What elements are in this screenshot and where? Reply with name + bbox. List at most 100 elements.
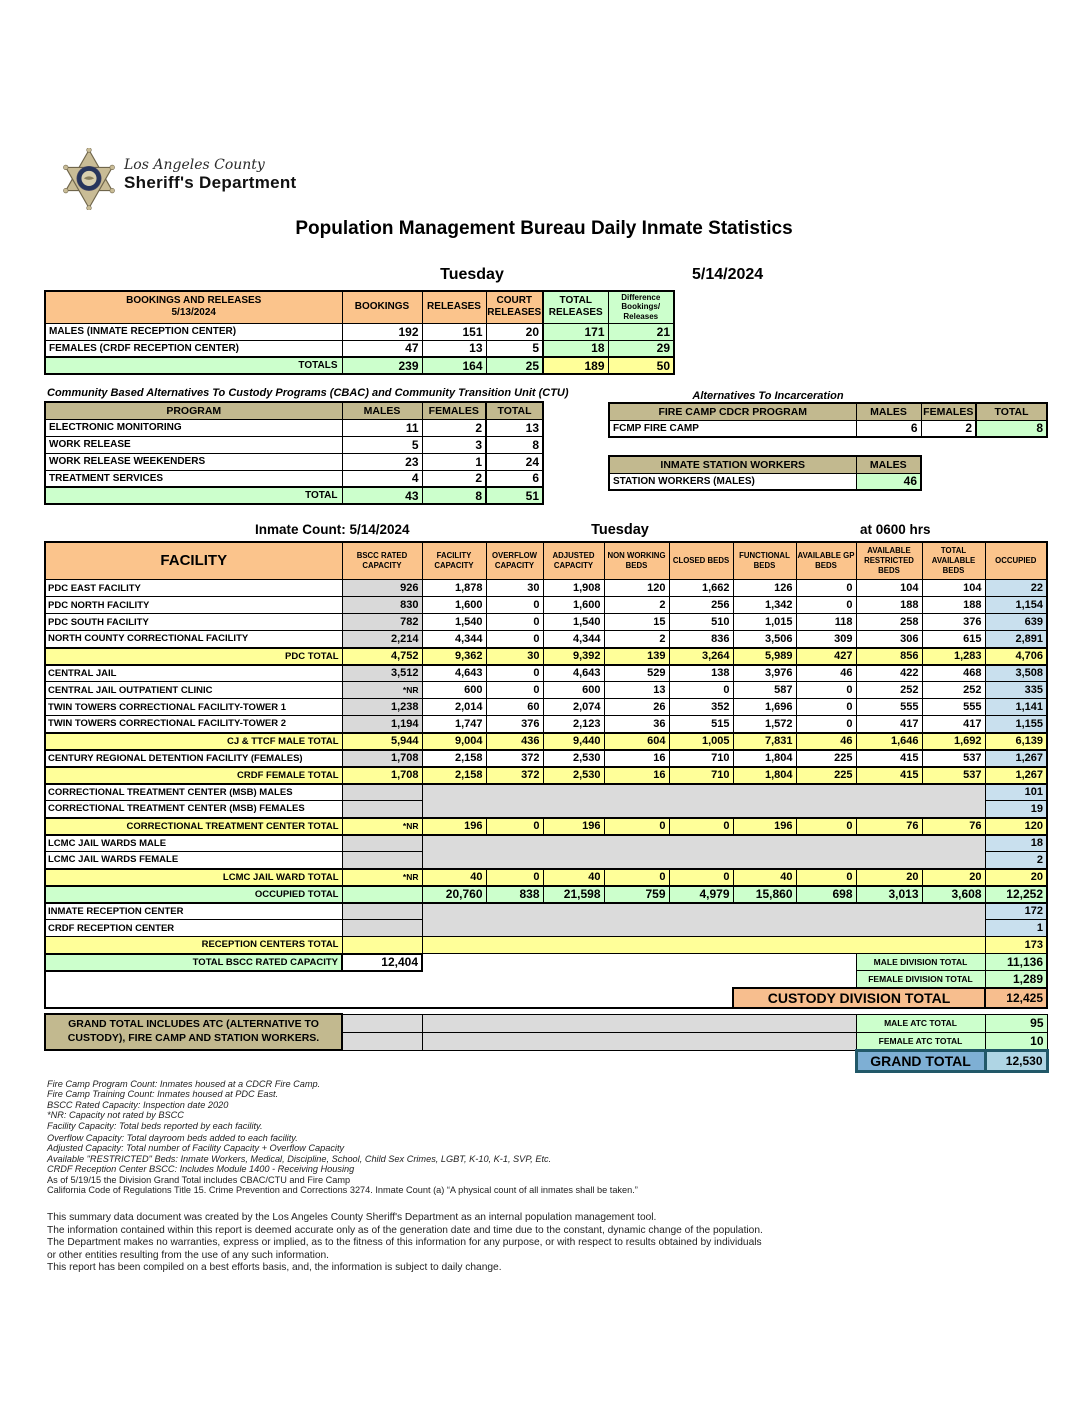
- disclaimer-line: This summary data document was created b…: [47, 1212, 657, 1223]
- row-label: ELECTRONIC MONITORING: [44, 418, 343, 437]
- row-label: MALE DIVISION TOTAL: [855, 953, 986, 971]
- cell: 1,005: [668, 731, 734, 751]
- cell: 1,646: [855, 731, 923, 751]
- cbac-row: WORK RELEASE 5 3 8: [44, 435, 544, 454]
- cell: 40: [732, 867, 797, 887]
- cell: 29: [607, 339, 675, 358]
- facility-row: LCMC JAIL WARDS FEMALE 2: [44, 851, 1048, 869]
- row-label: CRDF FEMALE TOTAL: [44, 765, 343, 785]
- cell: 4: [341, 469, 423, 488]
- cell: 138: [668, 664, 734, 682]
- cell: 164: [421, 356, 487, 375]
- cell: 120: [984, 816, 1048, 836]
- col-bscc-rated-capacity: BSCC RATED CAPACITY: [341, 541, 423, 580]
- cell: 18: [542, 339, 609, 358]
- bookings-table-title: BOOKINGS AND RELEASES 5/13/2024: [44, 290, 343, 324]
- cell: 171: [542, 322, 609, 341]
- cbac-row: TREATMENT SERVICES 4 2 6: [44, 469, 544, 488]
- cell: 0: [603, 816, 670, 836]
- cell: 1,015: [732, 613, 797, 631]
- col-total-available-beds: TOTAL AVAILABLE BEDS: [921, 541, 986, 580]
- cell: 836: [668, 630, 734, 648]
- cell: 1,141: [984, 698, 1048, 716]
- merged-cell: [421, 902, 986, 920]
- cell: 46: [795, 664, 857, 682]
- col-bookings: BOOKINGS: [341, 290, 423, 324]
- cell: 335: [984, 681, 1048, 699]
- cell: 139: [603, 646, 670, 666]
- cell: 415: [855, 765, 923, 785]
- ati-section-title: Alternatives To Incarceration: [692, 390, 844, 402]
- bookings-row: FEMALES (CRDF RECEPTION CENTER) 47 13 5 18 29: [44, 339, 675, 358]
- cell: 4,643: [542, 664, 605, 682]
- row-label: MALES (INMATE RECEPTION CENTER): [44, 322, 343, 341]
- cell: 515: [668, 715, 734, 733]
- cell: 24: [485, 452, 544, 471]
- facility-row: PDC NORTH FACILITY 830 1,600 0 1,600 2 256 1,34…: [44, 596, 1048, 614]
- cell: [341, 783, 423, 801]
- merged-cell: [421, 936, 986, 954]
- col-total-releases: TOTAL RELEASES: [542, 290, 609, 324]
- cell: 0: [485, 681, 544, 699]
- footnote-line: BSCC Rated Capacity: Inspection date 202…: [47, 1099, 229, 1110]
- cell: 1,283: [921, 646, 986, 666]
- cell: [341, 919, 423, 937]
- cell: 468: [921, 664, 986, 682]
- cell: 76: [921, 816, 986, 836]
- facility-row: CENTRAL JAIL OUTPATIENT CLINIC *NR 600 0 600…: [44, 681, 1048, 699]
- report-weekday: Tuesday: [440, 266, 504, 283]
- cell: 1,238: [341, 698, 423, 716]
- grand-total-block: GRAND TOTAL INCLUDES ATC (ALTERNATIVE TO…: [44, 1013, 1049, 1073]
- row-label: FEMALE ATC TOTAL: [855, 1031, 986, 1051]
- cell: 759: [603, 884, 670, 904]
- cell: 710: [668, 749, 734, 767]
- row-label: CRDF RECEPTION CENTER: [44, 919, 343, 937]
- cell: 5: [485, 339, 544, 358]
- cell: 2,158: [421, 749, 487, 767]
- cell: 600: [542, 681, 605, 699]
- cell: 2,214: [341, 630, 423, 648]
- cell: 76: [855, 816, 923, 836]
- atc-row-male: GRAND TOTAL INCLUDES ATC (ALTERNATIVE TO…: [44, 1013, 1048, 1051]
- facility-row: OCCUPIED TOTAL 20,760 838 21,598 759 4,979 15,…: [44, 884, 1048, 904]
- cell: 306: [855, 630, 923, 648]
- cell: 50: [607, 356, 675, 375]
- cell: 151: [421, 322, 487, 341]
- cell: 639: [984, 613, 1048, 631]
- cell: 12,530: [984, 1048, 1049, 1073]
- facility-row: CORRECTIONAL TREATMENT CENTER (MSB) MALE…: [44, 783, 1048, 801]
- cell: 0: [485, 664, 544, 682]
- cell: 225: [795, 749, 857, 767]
- row-label: TREATMENT SERVICES: [44, 469, 343, 488]
- cell: 2: [984, 851, 1048, 869]
- cell: 196: [421, 816, 487, 836]
- col-males: MALES: [855, 455, 922, 474]
- cell: 415: [855, 749, 923, 767]
- cell: 12,425: [984, 986, 1048, 1009]
- cell: 3,508: [984, 664, 1048, 682]
- facility-row: PDC TOTAL 4,752 9,362 30 9,392 139 3,264 5,989 4…: [44, 646, 1048, 666]
- cell: 95: [984, 1013, 1048, 1033]
- cell: 21,598: [542, 884, 605, 904]
- col-inmate-station-workers: INMATE STATION WORKERS: [608, 455, 857, 474]
- cell: 36: [603, 715, 670, 733]
- cell: 555: [855, 698, 923, 716]
- cell: 3,608: [921, 884, 986, 904]
- row-label: CJ & TTCF MALE TOTAL: [44, 731, 343, 751]
- col-facility-capacity: FACILITY CAPACITY: [421, 541, 487, 580]
- cell: 188: [855, 596, 923, 614]
- row-label: CENTURY REGIONAL DETENTION FACILITY (FEM…: [44, 749, 343, 767]
- cell: 104: [855, 579, 923, 597]
- cell: 13: [421, 339, 487, 358]
- col-females: FEMALES: [920, 402, 977, 421]
- cell: 3,264: [668, 646, 734, 666]
- cell: 1,342: [732, 596, 797, 614]
- footnotes: Fire Camp Program Count: Inmates housed …: [47, 1079, 638, 1195]
- cell: 309: [795, 630, 857, 648]
- cell: 0: [795, 867, 857, 887]
- cell: 40: [421, 867, 487, 887]
- cell: 1,154: [984, 596, 1048, 614]
- cell: 0: [795, 816, 857, 836]
- cell: 537: [921, 765, 986, 785]
- cell: 26: [603, 698, 670, 716]
